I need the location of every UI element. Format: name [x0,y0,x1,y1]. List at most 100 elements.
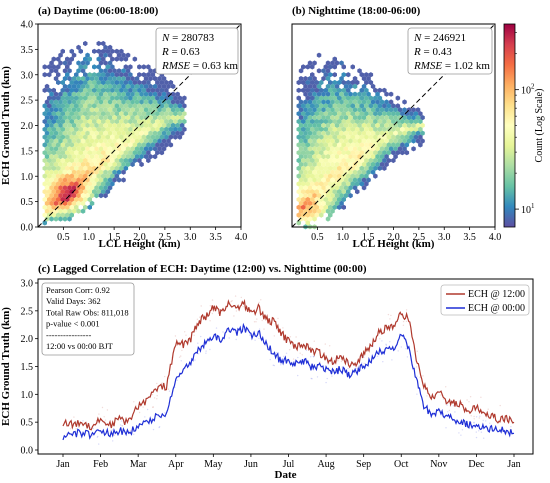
hexbin [78,111,83,117]
hexbin [42,72,47,78]
raw-point [405,320,408,323]
hexbin [386,142,392,148]
hexbin [388,91,394,97]
hexbin [134,99,140,105]
hexbin [56,118,61,125]
hexbin [350,142,355,148]
hexbin [56,56,61,62]
hexbin [139,115,144,121]
hexbin [177,95,183,101]
hexbin [78,95,83,101]
hexbin [339,122,344,128]
hexbin [98,83,104,89]
hexbin [337,118,342,125]
hexbin [355,95,360,101]
hexbin [87,87,92,93]
hexbin [355,150,360,156]
raw-point [506,432,508,434]
hexbin [96,189,101,195]
raw-point [415,366,418,368]
hexbin [366,177,371,183]
hexbin [368,79,374,86]
hexbin [51,165,56,171]
hexbin [296,157,301,164]
hexbin [334,200,340,206]
hexbin [49,115,54,121]
hexbin [58,146,63,152]
hexbin [312,122,317,128]
hexbin [373,95,378,101]
hexbin [170,83,176,89]
hexbin [328,103,333,109]
raw-point [402,320,405,323]
hexbin [321,107,326,113]
hexbin [373,165,378,171]
hexbin [332,157,337,164]
hexbin [107,169,113,175]
hexbin [67,161,72,167]
hexbin [49,193,54,199]
hexbin [47,111,52,117]
hexbin [94,83,99,89]
hexbin [159,87,165,93]
hexbin [307,76,313,82]
hexbin [168,79,174,86]
raw-point [288,349,291,351]
raw-point [156,395,158,397]
hexbin [80,154,86,160]
hexbin [69,126,74,132]
hexbin [112,91,117,97]
y-tick-label: 2.0 [21,334,34,345]
hexbin [359,142,365,148]
hexbin [386,103,392,109]
hexbin [179,107,185,113]
hexbin [157,146,162,152]
hexbin [116,130,122,136]
raw-point [197,353,200,355]
hexbin [323,165,328,171]
y-tick-label: 3.0 [21,279,34,290]
hexbin [58,169,63,175]
raw-point [460,434,462,436]
hexbin [343,83,349,89]
hexbin [337,173,342,179]
hexbin [325,130,331,136]
y-tick-label: 0.0 [21,446,34,457]
hexbin [382,118,387,125]
hexbin [155,150,160,156]
hexbin [89,115,95,121]
hexbin [359,111,365,117]
hexbin [128,126,133,132]
hexbin [96,134,101,140]
hexbin [148,138,153,144]
hexbin [101,157,106,164]
hexbin [47,181,52,187]
hexbin [67,154,72,160]
hexbin [364,173,369,179]
hexbin [307,99,313,105]
hexbin [71,161,77,167]
hexbin [346,157,351,164]
hexbin [388,130,394,136]
hexbin [361,130,367,136]
hexbin [105,165,111,171]
hexbin [107,154,113,160]
hexbin [137,95,142,101]
hexbin [352,107,358,113]
hexbin [105,48,111,54]
hexbin [334,91,340,97]
hexbin [71,146,77,152]
hexbin [337,126,342,132]
hexbin [58,161,63,167]
hexbin [332,72,337,78]
x-tick-label: 2.0 [133,232,146,243]
hexbin [366,154,371,160]
hexbin [112,130,117,136]
hexbin [334,122,340,128]
hexbin [44,138,50,144]
hexbin [128,79,133,86]
hexbin [137,134,142,140]
hexbin [116,52,122,58]
hexbin [85,52,90,58]
hexbin [76,91,81,97]
